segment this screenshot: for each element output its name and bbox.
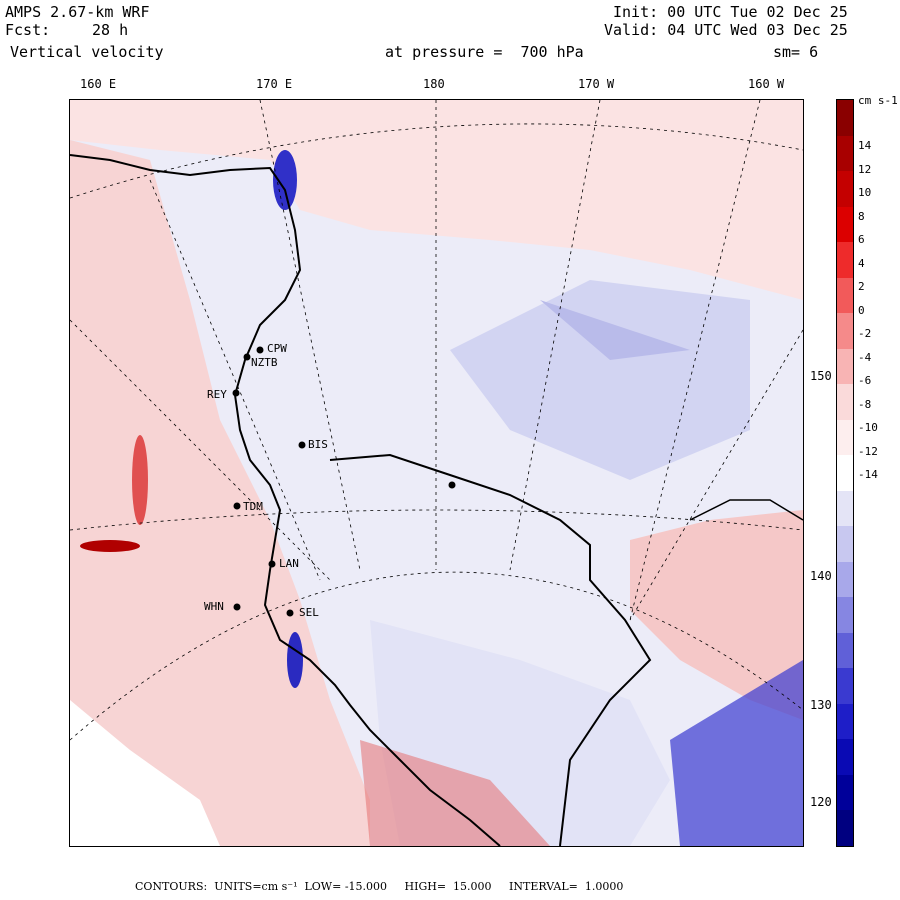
colorbar-tick-label: 10 bbox=[858, 186, 872, 199]
updraft-band-west bbox=[132, 435, 148, 525]
station-marker-whn bbox=[233, 603, 241, 611]
downdraft-region-southeast bbox=[670, 660, 803, 846]
colorbar-segment bbox=[837, 100, 853, 137]
positive-region-east bbox=[630, 510, 803, 720]
colorbar-segment bbox=[837, 490, 853, 527]
lon-label-170e: 170 E bbox=[256, 77, 293, 91]
colorbar-tick-label: 2 bbox=[858, 280, 865, 293]
station-label-nztb: NZTB bbox=[251, 356, 278, 369]
smoothing-level: sm= 6 bbox=[773, 43, 819, 61]
coastline-east bbox=[689, 499, 803, 521]
colorbar-tick-label: -2 bbox=[858, 327, 872, 340]
colorbar-segment bbox=[837, 561, 853, 598]
colorbar-segment bbox=[837, 774, 853, 811]
colorbar-segment bbox=[837, 703, 853, 740]
colorbar-segment bbox=[837, 632, 853, 669]
station-marker-nztb bbox=[243, 353, 251, 361]
colorbar-tick-label: 14 bbox=[858, 139, 872, 152]
station-marker-sel bbox=[286, 609, 294, 617]
colorbar-segment bbox=[837, 739, 853, 776]
station-label-rey: REY bbox=[207, 388, 227, 401]
station-marker-tdm bbox=[233, 502, 241, 510]
colorbar-segment bbox=[837, 384, 853, 421]
meridian-150e bbox=[70, 319, 331, 581]
station-marker-cpw bbox=[256, 346, 264, 354]
lat-circle-central bbox=[70, 509, 803, 531]
colorbar-segment bbox=[837, 313, 853, 350]
contour-info: CONTOURS: UNITS=cm s⁻¹ LOW= -15.000 HIGH… bbox=[135, 880, 624, 893]
station-markers bbox=[232, 346, 456, 617]
map-canvas bbox=[70, 100, 803, 846]
colorbar-tick-label: 12 bbox=[858, 162, 872, 176]
colorbar-tick-label: 6 bbox=[858, 233, 865, 246]
field-name: Vertical velocity bbox=[10, 43, 164, 61]
lon-label-160e: 160 E bbox=[80, 77, 117, 91]
lon-label-180: 180 bbox=[423, 77, 445, 91]
negative-streak bbox=[540, 300, 690, 360]
downdraft-core-north bbox=[273, 150, 297, 210]
colorbar-unit: cm s-1 bbox=[858, 94, 898, 107]
meridian-150w bbox=[629, 329, 803, 621]
meridian-170w bbox=[509, 100, 601, 571]
negative-region-central bbox=[450, 280, 750, 480]
colorbar-tick-label: 8 bbox=[858, 209, 865, 223]
colorbar-segment bbox=[837, 455, 853, 492]
colorbar-segment bbox=[837, 810, 853, 847]
colorbar-segment bbox=[837, 526, 853, 563]
colorbar-tick-label: -8 bbox=[858, 397, 872, 411]
colorbar bbox=[836, 99, 854, 847]
colorbar-segment bbox=[837, 135, 853, 172]
station-label-cpw: CPW bbox=[267, 342, 287, 355]
meridian-160w bbox=[629, 100, 761, 621]
colorbar-tick-label: -14 bbox=[858, 468, 878, 481]
forecast-label: Fcst: bbox=[5, 21, 51, 39]
coastline-ice-front bbox=[329, 453, 652, 846]
lon-label-170w: 170 W bbox=[578, 77, 615, 91]
init-time: Init: 00 UTC Tue 02 Dec 25 bbox=[613, 3, 848, 21]
model-title: AMPS 2.67-km WRF bbox=[5, 3, 150, 21]
station-label-tdm: TDM bbox=[243, 500, 263, 513]
colorbar-tick-label: -6 bbox=[858, 374, 872, 387]
valid-time: Valid: 04 UTC Wed 03 Dec 25 bbox=[604, 21, 848, 39]
colorbar-segment bbox=[837, 206, 853, 243]
colorbar-segment bbox=[837, 419, 853, 456]
station-label-whn: WHN bbox=[204, 600, 224, 613]
colorbar-segment bbox=[837, 171, 853, 208]
blank-region-southwest bbox=[70, 700, 220, 846]
colorbar-segment bbox=[837, 277, 853, 314]
colorbar-segment bbox=[837, 348, 853, 385]
lon-label-160w: 160 W bbox=[748, 77, 785, 91]
pressure-level: at pressure = 700 hPa bbox=[385, 43, 584, 61]
colorbar-tick-label: 0 bbox=[858, 303, 865, 317]
graticule bbox=[70, 100, 803, 741]
downdraft-core-central bbox=[287, 632, 303, 688]
meridian-170e bbox=[259, 100, 361, 571]
station-marker-lan bbox=[268, 560, 276, 568]
meridian-160e bbox=[149, 179, 321, 581]
station-label-bis: BIS bbox=[308, 438, 328, 451]
colorbar-segment bbox=[837, 597, 853, 634]
station-label-lan: LAN bbox=[279, 557, 299, 570]
coastline-west bbox=[70, 154, 501, 846]
forecast-hour: 28 h bbox=[92, 21, 129, 39]
positive-region-north bbox=[70, 100, 803, 300]
colorbar-segment bbox=[837, 242, 853, 279]
colorbar-tick-label: -12 bbox=[858, 444, 878, 458]
vertical-velocity-map bbox=[69, 99, 804, 847]
updraft-band-southwest bbox=[80, 540, 140, 552]
colorbar-tick-label: -4 bbox=[858, 350, 872, 364]
station-marker-unlabeled bbox=[448, 481, 456, 489]
colorbar-tick-label: -10 bbox=[858, 421, 878, 434]
station-marker-bis bbox=[298, 441, 306, 449]
colorbar-segment bbox=[837, 668, 853, 705]
station-marker-rey bbox=[232, 389, 240, 397]
colorbar-tick-label: 4 bbox=[858, 256, 865, 270]
station-label-sel: SEL bbox=[299, 606, 319, 619]
